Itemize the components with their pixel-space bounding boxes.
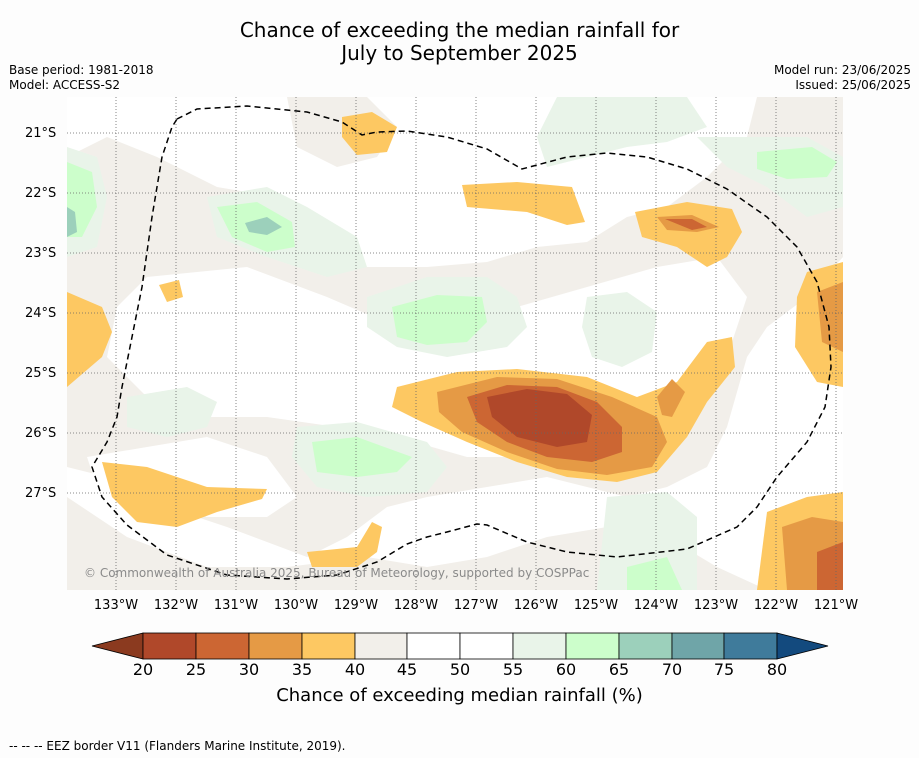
- lon-label-125: 125°W: [573, 598, 619, 613]
- darkred-main: [487, 389, 592, 447]
- model-run: Model run: 23/06/2025: [773, 63, 911, 77]
- colorbar-tick: 60: [555, 660, 577, 679]
- colorbar-70-75: [671, 632, 725, 660]
- issued-date: Issued: 25/06/2025: [795, 78, 911, 92]
- title-line-1: Chance of exceeding the median rainfall …: [239, 18, 680, 42]
- beige-region-bottom: [67, 497, 767, 590]
- lon-label-131: 131°W: [213, 598, 259, 613]
- colorbar-tick: 25: [185, 660, 207, 679]
- lon-label-126: 126°W: [513, 598, 559, 613]
- run-info: Model run: 23/06/2025 Issued: 25/06/2025: [774, 63, 911, 93]
- lightgreen-sw: [312, 437, 412, 477]
- lat-label-25: 25°S: [25, 366, 57, 381]
- forecast-map: © Commonwealth of Australia 2025, Bureau…: [67, 97, 843, 590]
- colorbar-tick: 70: [661, 660, 683, 679]
- colorbar-label: Chance of exceeding median rainfall (%): [276, 685, 643, 706]
- teal-w: [67, 207, 77, 237]
- colorbar-50-55: [459, 632, 514, 660]
- colorbar-tick: 55: [502, 660, 524, 679]
- lon-label-127: 127°W: [453, 598, 499, 613]
- lightgreen-e: [757, 147, 837, 179]
- lightgreen-s: [627, 557, 682, 590]
- orange-w: [67, 292, 112, 387]
- lon-label-130: 130°W: [273, 598, 319, 613]
- copyright-notice: © Commonwealth of Australia 2025, Bureau…: [84, 566, 590, 580]
- lon-label-122: 122°W: [753, 598, 799, 613]
- lat-label-22: 22°S: [25, 186, 57, 201]
- darkorange-main-e: [657, 379, 685, 417]
- colorbar-75-80: [723, 632, 778, 660]
- colorbar-35-40: [301, 632, 356, 660]
- model-name: Model: ACCESS-S2: [9, 78, 121, 92]
- colorbar-tick: 20: [132, 660, 154, 679]
- orange-w2: [159, 280, 183, 302]
- green-region-c2: [582, 292, 657, 367]
- colorbar-25-30: [195, 632, 250, 660]
- colorbar-tick: 50: [449, 660, 471, 679]
- colorbar-20-25: [142, 632, 197, 660]
- colorbar-tick: 40: [344, 660, 366, 679]
- colorbar-30-35: [248, 632, 303, 660]
- lon-label-132: 132°W: [153, 598, 199, 613]
- teal-nw: [245, 217, 282, 235]
- lat-label-26: 26°S: [25, 426, 57, 441]
- colorbar-tick: 45: [396, 660, 418, 679]
- red-e: [665, 219, 707, 230]
- eez-legend: -- -- -- EEZ border V11 (Flanders Marine…: [9, 739, 346, 753]
- title-line-2: July to September 2025: [341, 41, 578, 65]
- lon-label-133: 133°W: [93, 598, 139, 613]
- model-info: Base period: 1981-2018 Model: ACCESS-S2: [9, 63, 154, 93]
- colorbar-tick: 35: [291, 660, 313, 679]
- lon-label-128: 128°W: [393, 598, 439, 613]
- lon-label-124: 124°W: [633, 598, 679, 613]
- orange-sw: [102, 462, 267, 527]
- lat-label-24: 24°S: [25, 306, 57, 321]
- colorbar-tick: 75: [713, 660, 735, 679]
- colorbar-tick: 80: [766, 660, 788, 679]
- lon-label-123: 123°W: [693, 598, 739, 613]
- green-region-s: [597, 492, 697, 590]
- lon-label-121: 121°W: [813, 598, 859, 613]
- colorbar-65-70: [618, 632, 673, 660]
- colorbar-below-arrow: [91, 632, 144, 660]
- colorbar-40-45: [354, 632, 408, 660]
- contour-layer: [67, 97, 843, 590]
- colorbar-tick: 65: [608, 660, 630, 679]
- green-region-w2: [127, 387, 217, 437]
- lat-label-27: 27°S: [25, 486, 57, 501]
- colorbar-above-arrow: [776, 632, 829, 660]
- darkorange-far-e: [817, 282, 843, 352]
- colorbar-45-50: [406, 632, 461, 660]
- green-region-ne: [537, 97, 707, 167]
- colorbar-tick: 30: [238, 660, 260, 679]
- orange-ne: [462, 182, 585, 225]
- map-title: Chance of exceeding the median rainfall …: [0, 19, 919, 65]
- colorbar-60-65: [565, 632, 620, 660]
- base-period: Base period: 1981-2018: [9, 63, 154, 77]
- red-se: [817, 542, 843, 590]
- lon-label-129: 129°W: [333, 598, 379, 613]
- eez-border: [91, 105, 832, 580]
- lat-label-21: 21°S: [25, 126, 57, 141]
- grid-lines: [67, 97, 843, 590]
- orange-s: [307, 522, 382, 567]
- colorbar-55-60: [512, 632, 567, 660]
- lat-label-23: 23°S: [25, 246, 57, 261]
